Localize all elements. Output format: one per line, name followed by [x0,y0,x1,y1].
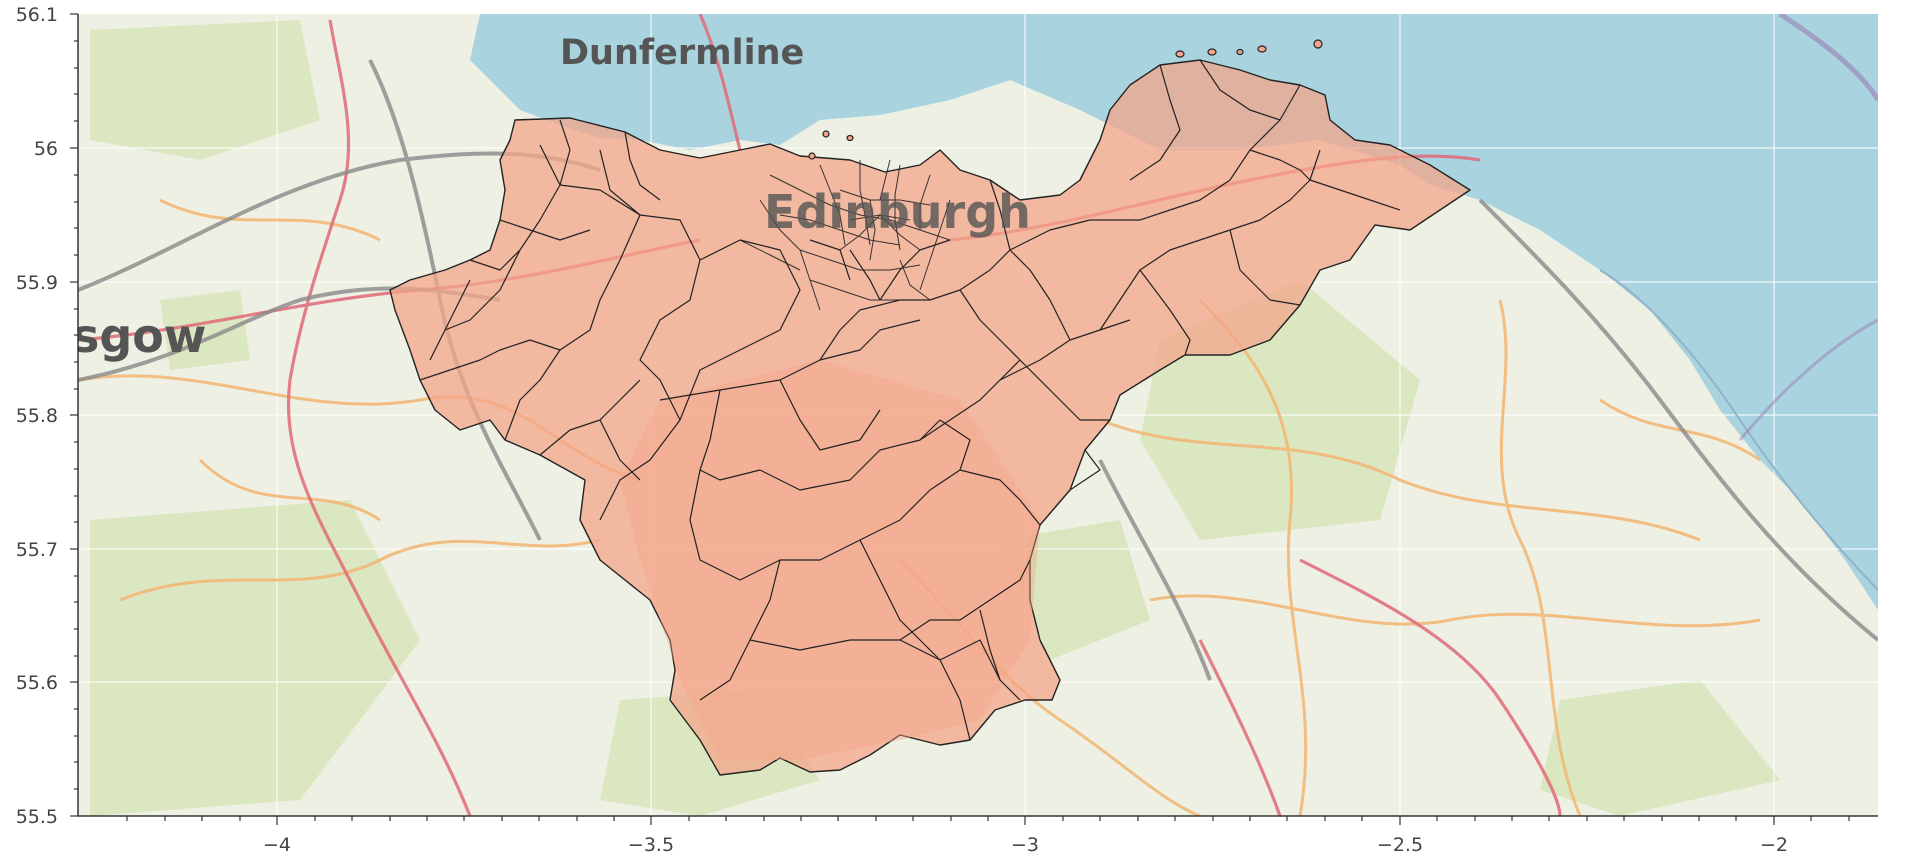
y-tick-label: 55.6 [16,672,58,694]
park-areas [90,20,1780,816]
y-tick-label: 55.8 [16,405,58,427]
x-tick-labels: −4 −3.5 −3 −2.5 −2 [263,834,1788,854]
x-tick-label: −4 [263,834,291,854]
x-tick-label: −2 [1760,834,1788,854]
y-tick-label: 56 [34,138,58,160]
ward-boundaries [419,59,1401,741]
ward-regions[interactable] [389,59,1471,776]
x-tick-label: −2.5 [1377,834,1423,854]
x-axis-ticks [126,816,1850,825]
y-tick-label: 55.7 [16,539,58,561]
coast-detail [1599,269,1878,591]
place-label-glasgow: sgow [72,309,206,363]
boundary-curve-2 [1738,318,1878,441]
map-plot-area[interactable]: Dunfermline sgow [72,14,1878,816]
y-tick-label: 55.5 [16,806,58,828]
y-axis-ticks [70,13,78,817]
place-label-dunfermline: Dunfermline [560,33,804,73]
x-axis: −4 −3.5 −3 −2.5 −2 [78,815,1878,854]
x-tick-label: −3 [1011,834,1039,854]
place-label-edinburgh: Edinburgh [764,185,1031,239]
region-outline[interactable] [620,360,1040,760]
boundary-curve [1778,14,1878,102]
sea-area [470,14,1878,610]
city-centre-wards [739,159,951,311]
secondary-roads [78,198,1761,816]
y-tick-label: 56.1 [16,4,58,26]
x-tick-label: −3.5 [628,834,674,854]
islands [808,39,1323,160]
y-tick-labels: 56.1 56 55.9 55.8 55.7 55.6 55.5 [16,4,58,828]
y-axis: 56.1 56 55.9 55.8 55.7 55.6 55.5 [16,4,79,828]
y-tick-label: 55.9 [16,272,58,294]
